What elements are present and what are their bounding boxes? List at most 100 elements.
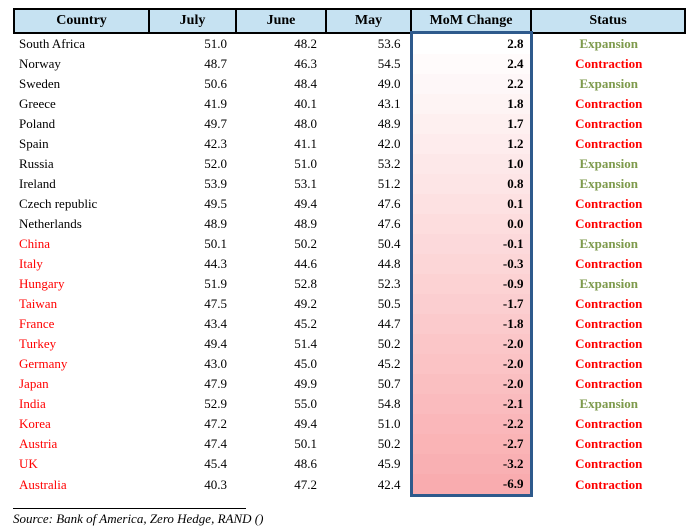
source-divider <box>13 508 246 509</box>
country-cell: France <box>19 316 55 331</box>
may-value-cell: 47.6 <box>377 216 401 231</box>
june-value-cell: 53.1 <box>294 176 317 191</box>
table-row: Hungary 51.9 52.8 52.3 -0.9 Expansion <box>14 274 685 294</box>
status-cell: Contraction <box>575 196 643 211</box>
june-value-cell: 45.0 <box>294 356 317 371</box>
country-cell: Spain <box>19 136 49 151</box>
status-cell: Contraction <box>575 456 643 471</box>
may-value-cell: 45.2 <box>377 356 401 371</box>
status-cell: Expansion <box>579 156 639 171</box>
country-cell: Poland <box>19 116 56 131</box>
status-cell: Contraction <box>575 316 643 331</box>
table-row: Norway 48.7 46.3 54.5 2.4 Contraction <box>14 54 685 74</box>
status-cell: Contraction <box>575 56 643 71</box>
july-value-cell: 42.3 <box>204 136 227 151</box>
country-cell: Netherlands <box>19 216 82 231</box>
table-row: Australia 40.3 47.2 42.4 -6.9 Contraction <box>14 474 685 497</box>
mom-change-cell: 2.2 <box>409 74 533 94</box>
mom-change-cell: -0.3 <box>409 254 533 274</box>
july-value-cell: 47.5 <box>204 296 227 311</box>
june-value-cell: 51.0 <box>294 156 317 171</box>
table-row: Netherlands 48.9 48.9 47.6 0.0 Contraction <box>14 214 685 234</box>
may-value-cell: 53.2 <box>377 156 401 171</box>
table-row: France 43.4 45.2 44.7 -1.8 Contraction <box>14 314 685 334</box>
may-value-cell: 50.4 <box>377 236 401 251</box>
column-header-july: July <box>148 8 237 34</box>
status-cell: Expansion <box>579 35 639 51</box>
header-row: Country July June May MoM Change Status <box>13 8 686 34</box>
mom-change-cell: 1.0 <box>409 154 533 174</box>
may-value-cell: 50.7 <box>377 376 401 391</box>
may-value-cell: 54.5 <box>377 56 401 71</box>
june-value-cell: 49.4 <box>294 196 317 211</box>
june-value-cell: 48.6 <box>294 456 317 471</box>
status-cell: Contraction <box>575 376 643 391</box>
table-row: Sweden 50.6 48.4 49.0 2.2 Expansion <box>14 74 685 94</box>
mom-change-cell: 1.2 <box>409 134 533 154</box>
status-cell: Contraction <box>575 216 643 231</box>
mom-change-cell: -6.9 <box>409 474 533 497</box>
june-value-cell: 49.2 <box>294 296 317 311</box>
june-value-cell: 41.1 <box>294 136 317 151</box>
july-value-cell: 50.6 <box>204 76 227 91</box>
column-header-status: Status <box>530 8 686 34</box>
country-cell: Ireland <box>19 176 56 191</box>
june-value-cell: 48.4 <box>294 76 317 91</box>
status-cell: Expansion <box>579 176 639 191</box>
july-value-cell: 47.4 <box>204 436 227 451</box>
table-row: Germany 43.0 45.0 45.2 -2.0 Contraction <box>14 354 685 374</box>
country-cell: South Africa <box>19 35 86 51</box>
column-header-may: May <box>325 8 412 34</box>
status-cell: Contraction <box>575 436 643 451</box>
july-value-cell: 41.9 <box>204 96 227 111</box>
mom-change-cell: 1.8 <box>409 94 533 114</box>
mom-change-cell: -1.8 <box>409 314 533 334</box>
table-row: Italy 44.3 44.6 44.8 -0.3 Contraction <box>14 254 685 274</box>
table-row: Turkey 49.4 51.4 50.2 -2.0 Contraction <box>14 334 685 354</box>
status-cell: Contraction <box>575 296 643 311</box>
june-value-cell: 40.1 <box>294 96 317 111</box>
country-cell: Germany <box>19 356 68 371</box>
table-row: Japan 47.9 49.9 50.7 -2.0 Contraction <box>14 374 685 394</box>
mom-change-cell: -0.1 <box>409 234 533 254</box>
july-value-cell: 45.4 <box>204 456 227 471</box>
may-value-cell: 51.2 <box>377 176 401 191</box>
mom-change-cell: -1.7 <box>409 294 533 314</box>
july-value-cell: 47.9 <box>204 376 227 391</box>
country-cell: Sweden <box>19 76 61 91</box>
table-row: Ireland 53.9 53.1 51.2 0.8 Expansion <box>14 174 685 194</box>
pmi-table: Country July June May MoM Change Status … <box>13 8 686 497</box>
july-value-cell: 52.9 <box>204 396 227 411</box>
table-row: UK 45.4 48.6 45.9 -3.2 Contraction <box>14 454 685 474</box>
may-value-cell: 42.0 <box>377 136 401 151</box>
table-row: South Africa 51.0 48.2 53.6 2.8 Expansion <box>14 31 685 54</box>
mom-change-cell: 0.0 <box>409 214 533 234</box>
june-value-cell: 49.4 <box>294 416 317 431</box>
july-value-cell: 49.4 <box>204 336 227 351</box>
july-value-cell: 44.3 <box>204 256 227 271</box>
july-value-cell: 48.9 <box>204 216 227 231</box>
column-header-june: June <box>235 8 327 34</box>
june-value-cell: 50.2 <box>294 236 317 251</box>
country-cell: Czech republic <box>19 196 98 211</box>
country-cell: Greece <box>19 96 56 111</box>
may-value-cell: 53.6 <box>377 35 401 51</box>
country-cell: Turkey <box>19 336 57 351</box>
country-cell: Italy <box>19 256 43 271</box>
table-row: Czech republic 49.5 49.4 47.6 0.1 Contraction <box>14 194 685 214</box>
mom-change-cell: 0.8 <box>409 174 533 194</box>
june-value-cell: 48.9 <box>294 216 317 231</box>
status-cell: Expansion <box>579 396 639 411</box>
june-value-cell: 49.9 <box>294 376 317 391</box>
july-value-cell: 51.0 <box>204 35 227 51</box>
table-row: Austria 47.4 50.1 50.2 -2.7 Contraction <box>14 434 685 454</box>
july-value-cell: 49.7 <box>204 116 227 131</box>
table-row: China 50.1 50.2 50.4 -0.1 Expansion <box>14 234 685 254</box>
status-cell: Contraction <box>575 116 643 131</box>
may-value-cell: 50.5 <box>377 296 401 311</box>
july-value-cell: 43.0 <box>204 356 227 371</box>
country-cell: India <box>19 396 46 411</box>
country-cell: UK <box>19 456 38 471</box>
country-cell: Korea <box>19 416 51 431</box>
mom-change-cell: 2.4 <box>409 54 533 74</box>
